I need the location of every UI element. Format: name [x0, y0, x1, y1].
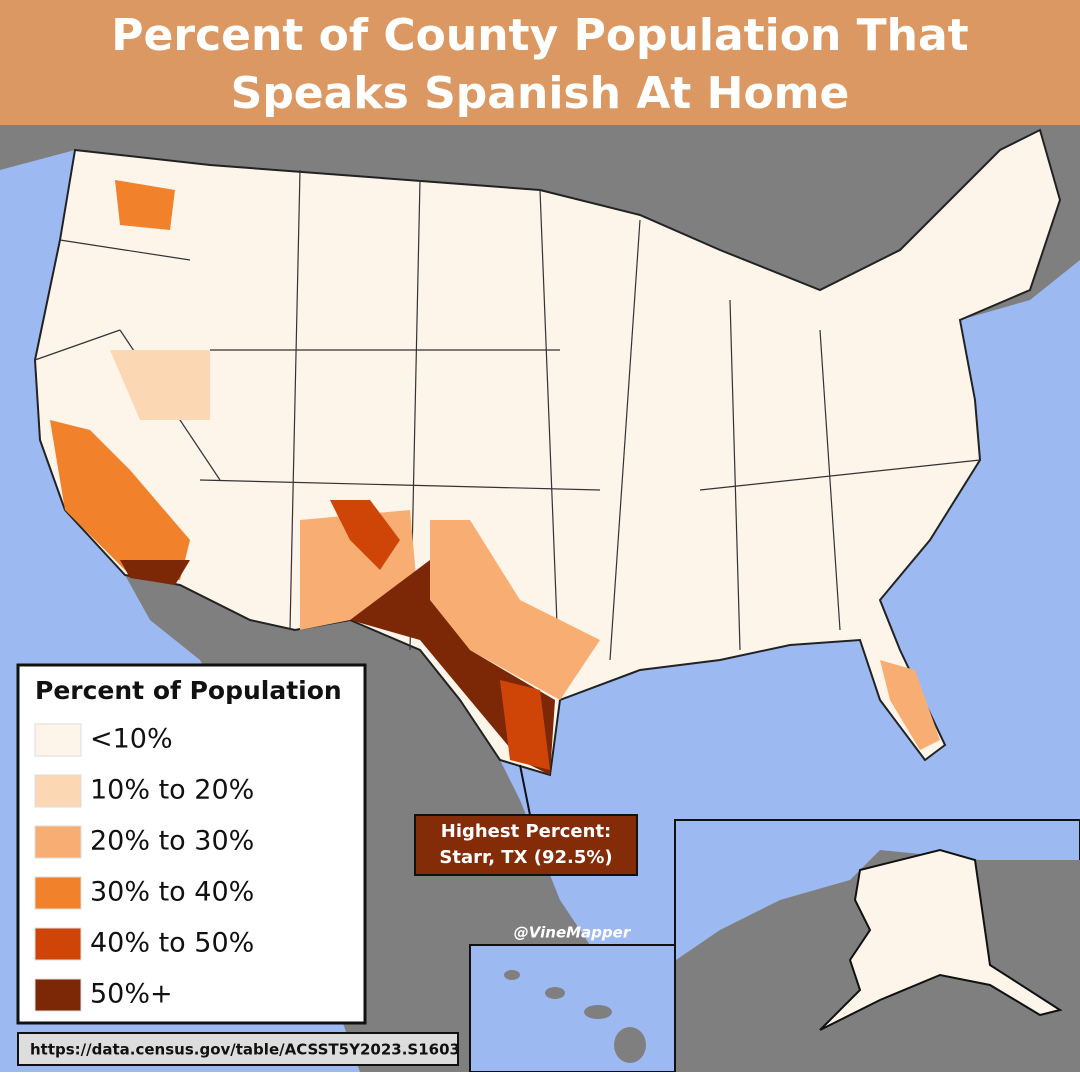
- legend-items: <10% 10% to 20% 20% to 30% 30% to 40% 40% to…: [34, 723, 254, 1012]
- legend-title: Percent of Population: [35, 676, 342, 705]
- legend-swatch: [34, 927, 82, 961]
- legend-label: 30% to 40%: [90, 877, 254, 908]
- state-borders: [34, 169, 981, 701]
- legend-swatch: [34, 876, 82, 910]
- contiguous-us: [33, 128, 1062, 777]
- source-box: [17, 1032, 459, 1066]
- alaska: [819, 848, 1063, 1031]
- title: Percent of County Population That: [111, 10, 968, 61]
- hawaii: [504, 970, 646, 1063]
- title-band: [0, 0, 1080, 125]
- legend-label: 10% to 20%: [90, 775, 254, 806]
- source: https://data.census.gov/table/ACSST5Y202…: [30, 1041, 460, 1059]
- legend-swatch: [34, 774, 82, 808]
- annotation-box: [414, 814, 638, 876]
- legend-swatch: [34, 723, 82, 757]
- legend-label: 50%+: [90, 979, 173, 1010]
- pointer: [519, 764, 531, 816]
- legend-swatch: [34, 978, 82, 1012]
- credit: @VineMapper: [514, 924, 632, 942]
- high-share-areas: [50, 180, 940, 775]
- legend-swatch: [34, 825, 82, 859]
- legend-label: <10%: [90, 724, 173, 755]
- annotation: Highest Percent:: [441, 821, 612, 842]
- legend-label: 20% to 30%: [90, 826, 254, 857]
- legend-label: 40% to 50%: [90, 928, 254, 959]
- title: Speaks Spanish At Home: [231, 68, 850, 119]
- annotation: Starr, TX (92.5%): [439, 847, 612, 868]
